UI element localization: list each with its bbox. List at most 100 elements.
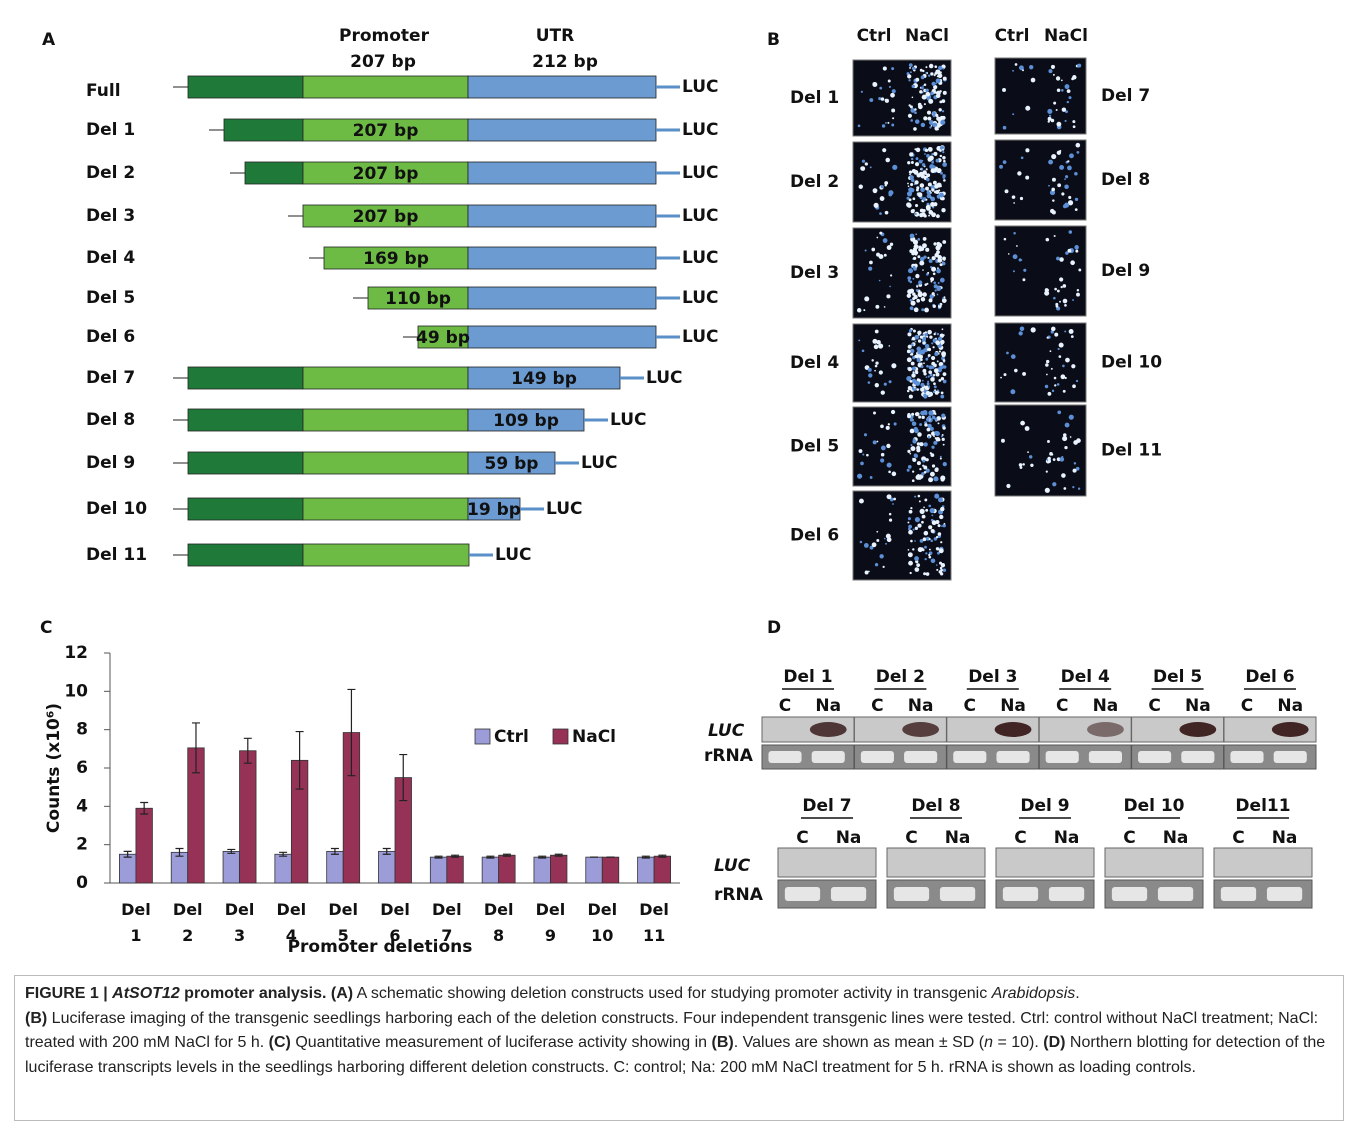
- signal: [909, 418, 914, 422]
- signal: [1002, 87, 1007, 92]
- signal: [1064, 84, 1070, 90]
- construct-name: Full: [86, 81, 121, 101]
- signal: [916, 346, 922, 352]
- signal: [911, 178, 915, 183]
- signal: [911, 208, 915, 213]
- signal: [925, 204, 931, 210]
- signal: [935, 340, 941, 346]
- caption-text: . Values are shown as mean ± SD (: [733, 1034, 985, 1051]
- signal: [934, 65, 938, 69]
- signal: [921, 472, 925, 476]
- signal: [887, 423, 890, 426]
- signal: [888, 345, 891, 347]
- signal: [932, 272, 936, 276]
- signal: [872, 440, 877, 445]
- x-tick-label: Del 10: [587, 900, 618, 945]
- signal: [935, 535, 939, 539]
- signal: [1065, 251, 1069, 255]
- signal: [1019, 196, 1024, 201]
- signal: [935, 158, 940, 163]
- signal: [936, 286, 942, 291]
- construct-name: Del 1: [86, 120, 135, 140]
- probe-label: rRNA: [714, 885, 764, 905]
- signal: [891, 123, 895, 127]
- signal: [941, 525, 943, 527]
- signal: [908, 524, 912, 529]
- signal: [931, 266, 937, 272]
- signal: [912, 329, 916, 333]
- signal: [928, 548, 931, 551]
- signal: [929, 426, 934, 431]
- signal: [928, 258, 933, 263]
- signal: [885, 157, 890, 163]
- signal: [1075, 379, 1079, 383]
- signal: [940, 171, 944, 175]
- signal: [1064, 376, 1067, 380]
- signal: [930, 277, 935, 282]
- signal: [925, 390, 931, 396]
- signal: [1014, 368, 1018, 373]
- rrna-band: [939, 887, 976, 901]
- signal: [922, 339, 925, 342]
- signal: [1051, 153, 1057, 160]
- signal: [939, 455, 942, 458]
- segment-label: 169 bp: [363, 249, 429, 269]
- signal: [1067, 248, 1072, 253]
- signal: [922, 170, 927, 175]
- bar: [550, 854, 568, 884]
- header: 207 bp: [350, 52, 416, 72]
- signal: [920, 122, 926, 128]
- signal: [1048, 69, 1053, 74]
- signal: [939, 561, 942, 565]
- signal: [942, 443, 945, 446]
- caption-text: Arabidopsis: [991, 985, 1076, 1002]
- signal: [910, 119, 913, 122]
- signal: [856, 308, 862, 313]
- signal: [925, 72, 928, 74]
- signal: [924, 148, 929, 152]
- signal: [1030, 327, 1036, 333]
- signal: [1018, 463, 1023, 467]
- signal: [916, 388, 920, 391]
- x-axis-label: Promoter deletions: [288, 937, 473, 957]
- signal: [927, 74, 931, 77]
- signal: [1064, 178, 1066, 180]
- signal: [864, 249, 867, 252]
- row-label: Del 1: [790, 88, 839, 108]
- signal: [915, 204, 919, 208]
- signal: [909, 348, 915, 354]
- signal: [1078, 268, 1082, 272]
- signal: [940, 541, 943, 544]
- signal: [1076, 150, 1080, 154]
- legend-swatch: [552, 728, 569, 745]
- signal: [922, 537, 927, 542]
- signal: [934, 390, 939, 395]
- signal: [942, 90, 947, 95]
- signal: [942, 240, 947, 244]
- signal: [943, 300, 946, 302]
- signal: [918, 280, 923, 285]
- signal: [906, 468, 910, 472]
- reporter: LUC: [546, 499, 583, 519]
- signal: [887, 121, 890, 124]
- signal: [918, 171, 924, 177]
- signal: [931, 415, 936, 420]
- signal: [928, 555, 932, 559]
- signal: [930, 72, 934, 76]
- signal: [908, 509, 913, 514]
- signal: [907, 268, 914, 274]
- signal: [934, 431, 939, 435]
- caption-text: = 10).: [993, 1034, 1044, 1051]
- signal: [914, 252, 918, 256]
- signal: [921, 94, 927, 100]
- signal: [942, 76, 947, 81]
- row-label: Del 11: [1101, 441, 1162, 461]
- signal: [906, 293, 912, 298]
- signal: [1072, 75, 1077, 80]
- signal: [875, 361, 879, 365]
- signal: [930, 91, 934, 96]
- signal: [925, 91, 931, 97]
- image-bg: [994, 139, 1087, 221]
- segment-label: 110 bp: [385, 289, 451, 309]
- reporter: LUC: [682, 248, 719, 268]
